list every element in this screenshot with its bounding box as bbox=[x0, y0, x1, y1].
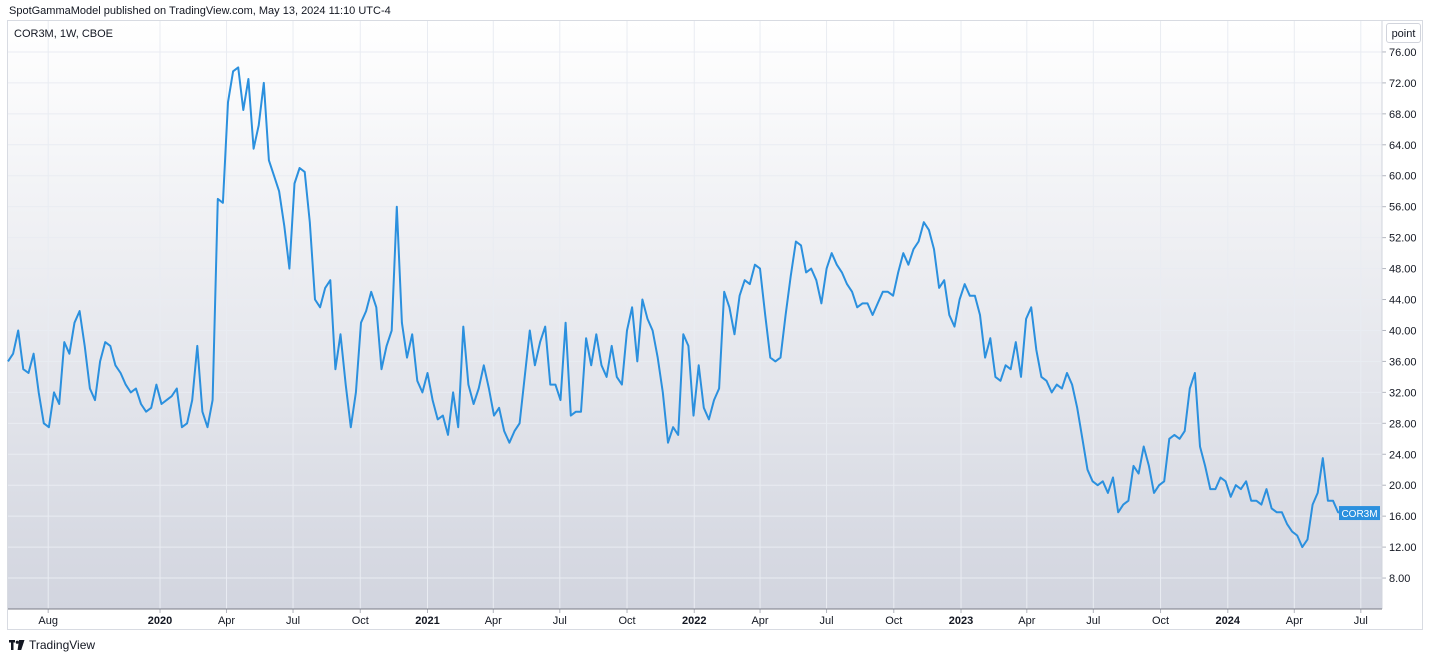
last-value-label: COR3M bbox=[1341, 509, 1377, 520]
x-tick-label: 2021 bbox=[415, 615, 439, 627]
x-tick-label: 2020 bbox=[148, 615, 172, 627]
x-tick-label: Jul bbox=[1086, 615, 1100, 627]
y-tick-label: 68.00 bbox=[1389, 109, 1417, 121]
x-tick-label: Apr bbox=[1286, 615, 1303, 627]
y-tick-label: 76.00 bbox=[1389, 47, 1417, 59]
y-tick-label: 28.00 bbox=[1389, 418, 1417, 430]
y-tick-label: 60.00 bbox=[1389, 171, 1417, 183]
last-value-marker: COR3M bbox=[1339, 506, 1380, 521]
y-tick-label: 48.00 bbox=[1389, 264, 1417, 276]
tradingview-logo-icon bbox=[9, 640, 25, 650]
last-value-label-bg bbox=[1339, 506, 1380, 521]
tradingview-brand[interactable]: TradingView bbox=[9, 638, 95, 652]
y-tick-label: 44.00 bbox=[1389, 295, 1417, 307]
x-tick-label: Oct bbox=[352, 615, 369, 627]
x-tick-label: Oct bbox=[618, 615, 635, 627]
y-tick-label: 24.00 bbox=[1389, 449, 1417, 461]
price-scale-unit-button[interactable]: point bbox=[1386, 23, 1421, 43]
x-axis: Aug 2020 Apr Jul Oct 2021 Apr Jul Oct 2022 Apr Jul O… bbox=[8, 608, 1382, 627]
x-tick-label: Aug bbox=[38, 615, 58, 627]
x-tick-label: Jul bbox=[1354, 615, 1368, 627]
x-tick-label: 2023 bbox=[949, 615, 973, 627]
x-tick-label: Oct bbox=[1152, 615, 1169, 627]
x-tick-label: Apr bbox=[751, 615, 768, 627]
y-tick-label: 72.00 bbox=[1389, 78, 1417, 90]
x-tick-label: Jul bbox=[553, 615, 567, 627]
y-tick-label: 16.00 bbox=[1389, 511, 1417, 523]
x-tick-label: Jul bbox=[820, 615, 834, 627]
y-axis: 8.00 12.00 16.00 20.00 24.00 28.00 32.00 36.00 4… bbox=[1381, 21, 1417, 609]
x-tick-label: Jul bbox=[286, 615, 300, 627]
y-tick-label: 8.00 bbox=[1389, 573, 1410, 585]
plot-background bbox=[8, 21, 1382, 609]
published-caption: SpotGammaModel published on TradingView.… bbox=[9, 5, 391, 17]
brand-label: TradingView bbox=[29, 638, 96, 652]
y-tick-label: 52.00 bbox=[1389, 233, 1417, 245]
y-tick-label: 64.00 bbox=[1389, 140, 1417, 152]
x-tick-label: Apr bbox=[1018, 615, 1035, 627]
x-tick-label: 2022 bbox=[682, 615, 706, 627]
chart-frame bbox=[7, 20, 1423, 630]
series-line-cor3m bbox=[7, 66, 1344, 549]
y-tick-label: 40.00 bbox=[1389, 325, 1417, 337]
x-tick-label: Apr bbox=[218, 615, 235, 627]
x-tick-label: Oct bbox=[885, 615, 902, 627]
x-tick-label: 2024 bbox=[1216, 615, 1241, 627]
x-tick-label: Apr bbox=[485, 615, 502, 627]
y-tick-label: 12.00 bbox=[1389, 542, 1417, 554]
symbol-legend[interactable]: COR3M, 1W, CBOE bbox=[14, 28, 114, 40]
y-tick-label: 32.00 bbox=[1389, 387, 1417, 399]
y-tick-label: 56.00 bbox=[1389, 202, 1417, 214]
y-tick-label: 20.00 bbox=[1389, 480, 1417, 492]
y-tick-label: 36.00 bbox=[1389, 356, 1417, 368]
